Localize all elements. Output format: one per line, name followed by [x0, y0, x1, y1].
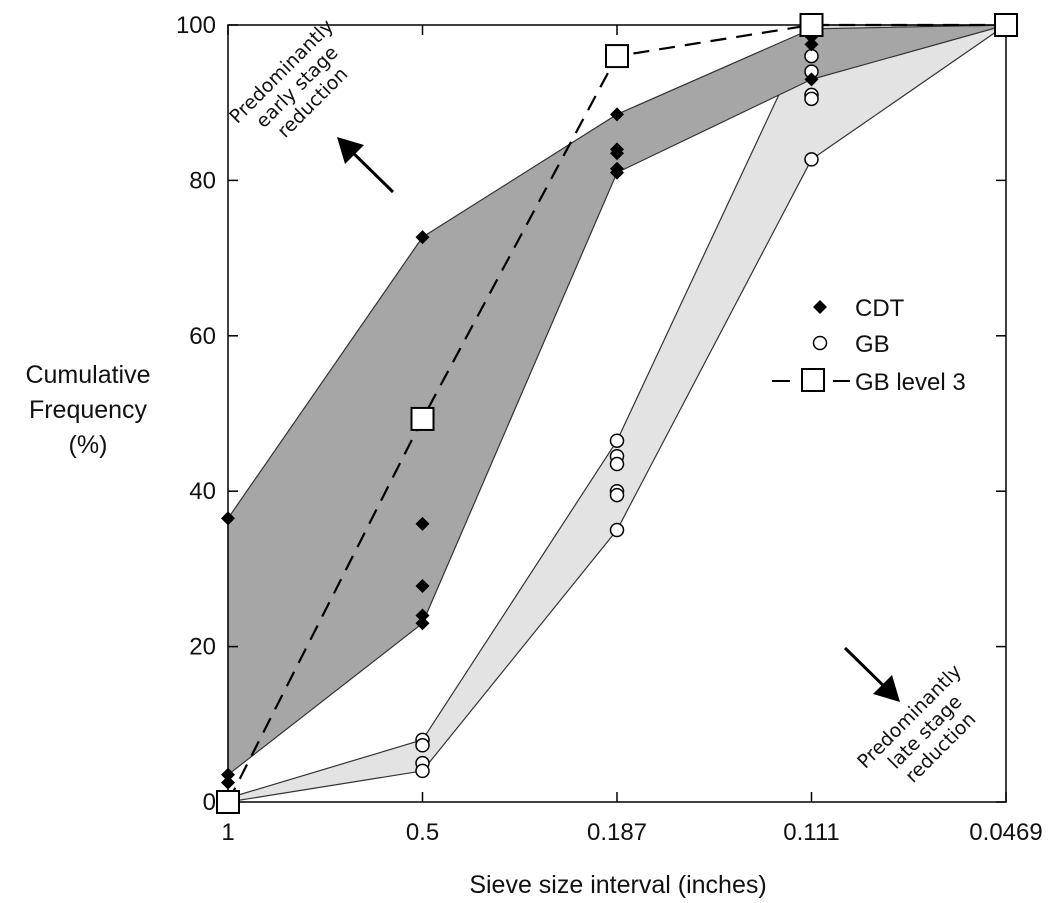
- point-cdt: [221, 511, 235, 526]
- y-axis-title-line-2: Frequency: [29, 396, 148, 424]
- point-gb: [609, 487, 625, 503]
- arrow-up-left-icon: [337, 137, 395, 194]
- annotation-late-stage: Predominantly late stage reduction: [843, 646, 980, 787]
- point-gb-level-3: [605, 44, 629, 69]
- legend: CDT GB GB level 3: [772, 295, 966, 396]
- y-tick-label: 60: [189, 323, 216, 350]
- legend-diamond-icon: [813, 300, 827, 314]
- x-tick-label: 0.5: [406, 819, 439, 846]
- band-cdt: [227, 24, 1007, 776]
- point-gb: [609, 456, 625, 472]
- legend-circle-icon: [812, 335, 828, 351]
- point-gb-level-3: [994, 13, 1018, 37]
- point-cdt: [221, 767, 235, 782]
- legend-label-cdt: CDT: [855, 295, 905, 322]
- y-tick-label: 0: [203, 789, 216, 816]
- point-gb: [609, 522, 625, 538]
- markers-layer: [216, 13, 1018, 814]
- x-tick-label: 1: [221, 819, 234, 846]
- point-gb: [804, 48, 819, 64]
- point-cdt: [415, 230, 430, 245]
- x-tick-label: 0.187: [587, 819, 647, 846]
- y-tick-label: 100: [176, 12, 216, 39]
- point-gb: [415, 738, 430, 753]
- point-cdt: [415, 616, 430, 631]
- legend-label-gb-level-3: GB level 3: [855, 369, 966, 396]
- point-cdt: [221, 775, 235, 790]
- point-gb: [609, 433, 625, 448]
- y-tick-label: 20: [189, 634, 216, 661]
- y-axis-title-line-3: (%): [69, 431, 108, 459]
- point-cdt: [415, 578, 430, 593]
- point-gb: [415, 763, 430, 779]
- point-cdt: [804, 72, 819, 87]
- tick-labels-layer: 0 20 40 60 80 100 1 0.5 0.187 0.111 0.0469: [176, 12, 1043, 846]
- arrow-down-right-icon: [843, 646, 900, 702]
- annotation-early-stage: Predominantly early stage reduction: [225, 15, 395, 194]
- point-gb-level-3: [410, 406, 435, 431]
- y-tick-label: 80: [189, 167, 216, 194]
- band-gb: [227, 24, 1007, 803]
- x-tick-label: 0.0469: [969, 819, 1042, 846]
- point-cdt: [610, 165, 624, 180]
- point-cdt: [415, 608, 430, 623]
- x-tick-label: 0.111: [783, 819, 840, 846]
- y-tick-label: 40: [189, 478, 216, 505]
- point-gb: [804, 152, 819, 167]
- point-cdt: [804, 37, 819, 52]
- point-gb: [804, 91, 819, 107]
- point-gb-level-3: [799, 13, 824, 37]
- point-gb-level-3: [216, 790, 240, 814]
- x-axis-title: Sieve size interval (inches): [469, 871, 766, 899]
- legend-square-icon: [801, 368, 825, 392]
- legend-label-gb: GB: [855, 331, 890, 358]
- point-cdt: [610, 107, 624, 122]
- point-cdt: [610, 146, 624, 161]
- point-cdt: [415, 516, 430, 531]
- y-axis-title-line-1: Cumulative: [25, 361, 150, 389]
